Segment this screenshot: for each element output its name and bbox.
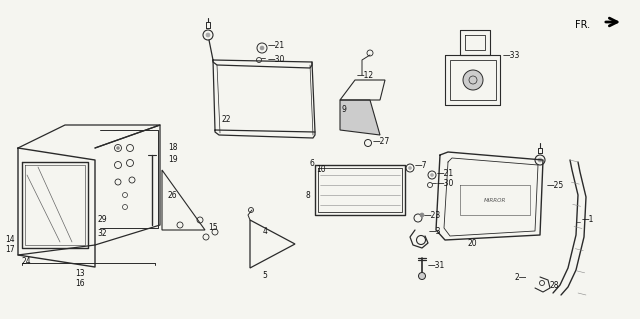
Text: 20: 20: [468, 239, 477, 248]
Text: 32: 32: [97, 228, 107, 238]
Text: 16: 16: [75, 278, 85, 287]
Circle shape: [260, 46, 264, 50]
Text: 28: 28: [550, 281, 559, 291]
Text: —31: —31: [428, 261, 445, 270]
Circle shape: [206, 33, 210, 37]
Text: 10: 10: [316, 166, 326, 174]
Text: —30: —30: [437, 180, 454, 189]
Text: 22: 22: [222, 115, 232, 124]
Text: —7: —7: [415, 161, 428, 170]
Text: 18: 18: [168, 144, 177, 152]
Text: —21: —21: [437, 168, 454, 177]
Circle shape: [463, 70, 483, 90]
Text: 5: 5: [262, 271, 268, 279]
Circle shape: [538, 158, 542, 162]
Circle shape: [420, 213, 424, 217]
Polygon shape: [340, 100, 380, 135]
Text: —12: —12: [357, 70, 374, 79]
Text: 29: 29: [97, 216, 107, 225]
Text: —21: —21: [268, 41, 285, 50]
Text: —27: —27: [373, 137, 390, 145]
Text: —25: —25: [547, 181, 564, 189]
Text: 13: 13: [75, 269, 85, 278]
Circle shape: [116, 146, 120, 150]
Circle shape: [408, 167, 412, 169]
Text: MIRROR: MIRROR: [484, 197, 506, 203]
Text: 24: 24: [22, 256, 31, 265]
Text: —23: —23: [424, 211, 441, 220]
Text: 4: 4: [262, 227, 268, 236]
Text: 17: 17: [5, 246, 15, 255]
Text: —1: —1: [582, 216, 595, 225]
Text: 9: 9: [342, 106, 347, 115]
Circle shape: [431, 174, 433, 176]
Circle shape: [419, 272, 426, 279]
Text: 26: 26: [168, 190, 178, 199]
Text: 14: 14: [5, 235, 15, 244]
Text: —33: —33: [503, 50, 520, 60]
Text: FR.: FR.: [575, 20, 590, 30]
Text: 8: 8: [306, 191, 311, 201]
Text: 6: 6: [310, 159, 315, 167]
Text: 2—: 2—: [515, 273, 527, 283]
Text: 15: 15: [208, 224, 218, 233]
Text: —3: —3: [429, 227, 442, 236]
Text: 19: 19: [168, 155, 178, 165]
Text: —30: —30: [268, 55, 285, 63]
